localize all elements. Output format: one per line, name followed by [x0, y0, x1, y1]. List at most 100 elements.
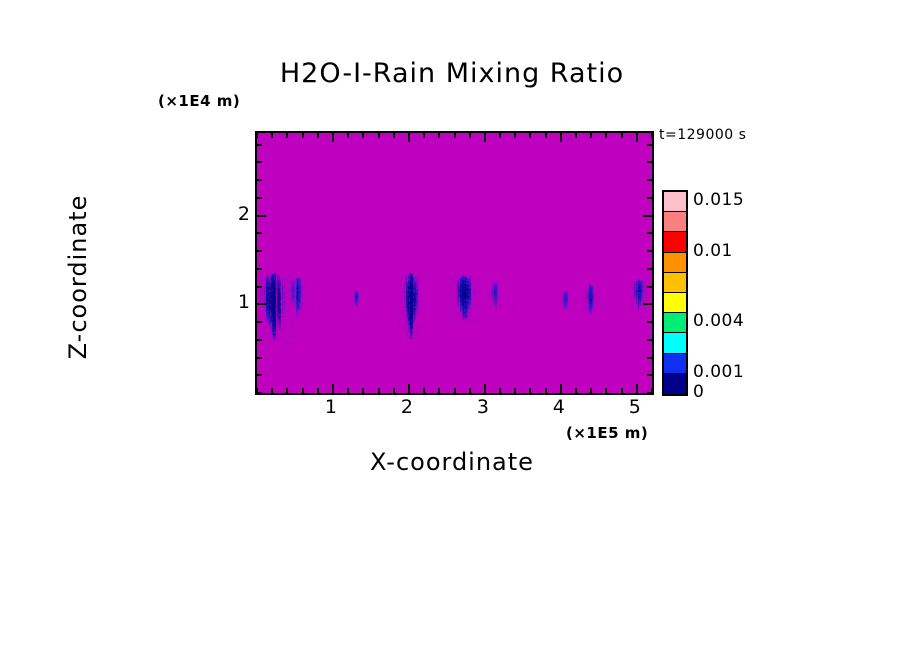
x-tick-minor: [499, 388, 502, 393]
x-tick-label: 4: [552, 396, 565, 418]
x-tick-major: [559, 133, 562, 142]
y-tick-minor: [647, 285, 652, 288]
colorbar-band: [664, 232, 686, 253]
x-tick-minor: [651, 133, 652, 138]
y-tick-major: [257, 214, 266, 217]
y-tick-major: [643, 214, 652, 217]
x-tick-minor: [468, 133, 471, 138]
x-axis-title: X-coordinate: [370, 448, 534, 476]
y-tick-minor: [647, 232, 652, 235]
timestamp-label: t=129000 s: [659, 127, 747, 143]
y-tick-minor: [257, 143, 262, 146]
colorbar: [662, 190, 688, 396]
y-tick-minor: [647, 179, 652, 182]
x-tick-minor: [257, 388, 258, 393]
x-tick-minor: [453, 388, 456, 393]
colorbar-band: [664, 373, 686, 394]
y-tick-major: [643, 303, 652, 306]
x-tick-label: 5: [628, 396, 641, 418]
y-tick-minor: [257, 321, 262, 323]
x-tick-minor: [423, 133, 426, 138]
colorbar-band: [664, 333, 686, 354]
x-tick-major: [483, 133, 486, 142]
x-tick-minor: [514, 133, 517, 138]
y-tick-minor: [257, 232, 262, 235]
y-tick-minor: [257, 356, 262, 359]
y-tick-major: [257, 303, 266, 306]
x-tick-minor: [347, 388, 350, 393]
colorbar-band: [664, 192, 686, 213]
x-tick-minor: [377, 388, 380, 393]
page-title: H2O-I-Rain Mixing Ratio: [279, 58, 625, 89]
x-tick-minor: [590, 133, 593, 138]
x-tick-minor: [438, 388, 441, 393]
x-tick-minor: [257, 133, 258, 138]
x-tick-minor: [499, 133, 502, 138]
x-tick-minor: [514, 388, 517, 393]
y-tick-minor: [647, 392, 652, 393]
x-tick-minor: [347, 133, 350, 138]
colorbar-band: [664, 272, 686, 293]
y-axis-title: Z-coordinate: [64, 194, 92, 360]
x-tick-minor: [529, 388, 532, 393]
rain-mixing-ratio-field: [257, 133, 652, 393]
x-tick-minor: [438, 133, 441, 138]
y-tick-minor: [257, 179, 262, 182]
x-tick-label: 1: [324, 396, 337, 418]
y-tick-minor: [647, 250, 652, 253]
y-tick-minor: [647, 338, 652, 341]
x-tick-minor: [575, 133, 578, 138]
x-tick-minor: [605, 388, 608, 393]
x-tick-minor: [316, 388, 319, 393]
x-tick-minor: [651, 388, 652, 393]
y-tick-minor: [257, 392, 262, 393]
x-tick-minor: [301, 133, 304, 138]
y-tick-minor: [257, 374, 262, 377]
y-tick-minor: [647, 374, 652, 377]
x-tick-minor: [605, 133, 608, 138]
colorbar-tick-label: 0.015: [693, 190, 745, 211]
y-tick-minor: [257, 196, 262, 199]
colorbar-band: [664, 313, 686, 334]
x-tick-minor: [362, 388, 365, 393]
x-tick-minor: [301, 388, 304, 393]
x-tick-label: 2: [400, 396, 413, 418]
x-tick-minor: [529, 133, 532, 138]
x-tick-minor: [590, 388, 593, 393]
x-tick-label: 3: [476, 396, 489, 418]
y-tick-minor: [647, 161, 652, 164]
x-tick-major: [407, 133, 410, 142]
colorbar-tick-label: 0.01: [693, 240, 733, 261]
x-tick-minor: [544, 133, 547, 138]
colorbar-band: [664, 252, 686, 273]
colorbar-tick-label: 0: [693, 382, 705, 402]
colorbar-band: [664, 353, 686, 374]
x-tick-minor: [286, 388, 289, 393]
y-tick-minor: [647, 143, 652, 146]
x-tick-minor: [453, 133, 456, 138]
colorbar-tick-label: 0.001: [693, 361, 745, 382]
y-tick-minor: [647, 267, 652, 270]
y-axis-units-label: (×1E4 m): [158, 92, 241, 110]
x-axis-units-label: (×1E5 m): [566, 424, 649, 442]
y-tick-minor: [257, 285, 262, 288]
x-tick-minor: [316, 133, 319, 138]
x-tick-major: [635, 133, 638, 142]
x-tick-minor: [468, 388, 471, 393]
x-tick-major: [331, 133, 334, 142]
y-tick-minor: [647, 356, 652, 359]
x-tick-minor: [362, 133, 365, 138]
colorbar-band: [664, 292, 686, 314]
x-tick-major: [635, 384, 638, 393]
y-tick-minor: [257, 250, 262, 253]
x-tick-major: [331, 384, 334, 393]
y-tick-minor: [257, 267, 262, 270]
x-tick-minor: [271, 133, 274, 138]
x-tick-minor: [377, 133, 380, 138]
x-tick-minor: [271, 388, 274, 393]
x-tick-minor: [544, 388, 547, 393]
plot-area: [255, 131, 654, 395]
x-tick-minor: [286, 133, 289, 138]
y-tick-minor: [647, 196, 652, 199]
x-tick-major: [483, 384, 486, 393]
